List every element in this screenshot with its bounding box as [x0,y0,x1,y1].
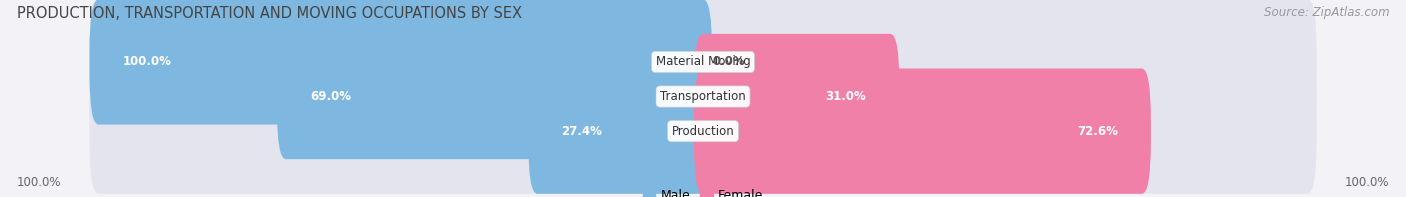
Text: Transportation: Transportation [661,90,745,103]
FancyBboxPatch shape [90,0,711,125]
Text: 31.0%: 31.0% [825,90,866,103]
Text: 69.0%: 69.0% [311,90,352,103]
Legend: Male, Female: Male, Female [638,184,768,197]
FancyBboxPatch shape [90,34,1316,159]
Text: 100.0%: 100.0% [17,176,62,189]
Text: Material Moving: Material Moving [655,55,751,68]
FancyBboxPatch shape [529,69,711,194]
Text: 100.0%: 100.0% [122,55,172,68]
Text: PRODUCTION, TRANSPORTATION AND MOVING OCCUPATIONS BY SEX: PRODUCTION, TRANSPORTATION AND MOVING OC… [17,6,522,21]
FancyBboxPatch shape [90,0,1316,125]
FancyBboxPatch shape [695,69,1152,194]
Text: 27.4%: 27.4% [561,125,602,138]
Text: 100.0%: 100.0% [1344,176,1389,189]
FancyBboxPatch shape [695,34,900,159]
FancyBboxPatch shape [277,34,711,159]
FancyBboxPatch shape [90,69,1316,194]
Text: 0.0%: 0.0% [711,55,745,68]
Text: Production: Production [672,125,734,138]
Text: 72.6%: 72.6% [1077,125,1118,138]
Text: Source: ZipAtlas.com: Source: ZipAtlas.com [1264,6,1389,19]
